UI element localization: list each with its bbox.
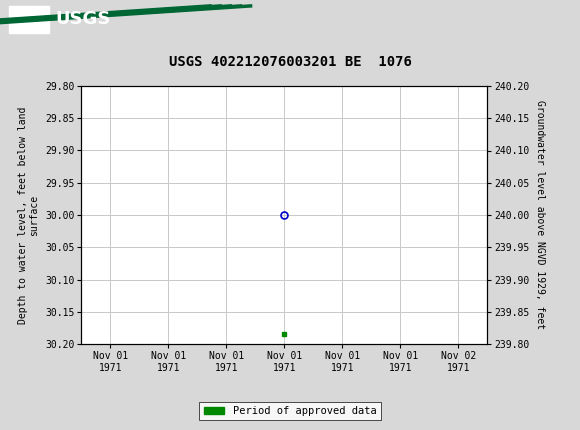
Legend: Period of approved data: Period of approved data xyxy=(200,402,380,421)
Text: USGS 402212076003201 BE  1076: USGS 402212076003201 BE 1076 xyxy=(169,55,411,69)
Y-axis label: Groundwater level above NGVD 1929, feet: Groundwater level above NGVD 1929, feet xyxy=(535,101,545,329)
Y-axis label: Depth to water level, feet below land
surface: Depth to water level, feet below land su… xyxy=(18,106,39,324)
Text: USGS: USGS xyxy=(55,10,110,28)
FancyBboxPatch shape xyxy=(9,6,49,33)
